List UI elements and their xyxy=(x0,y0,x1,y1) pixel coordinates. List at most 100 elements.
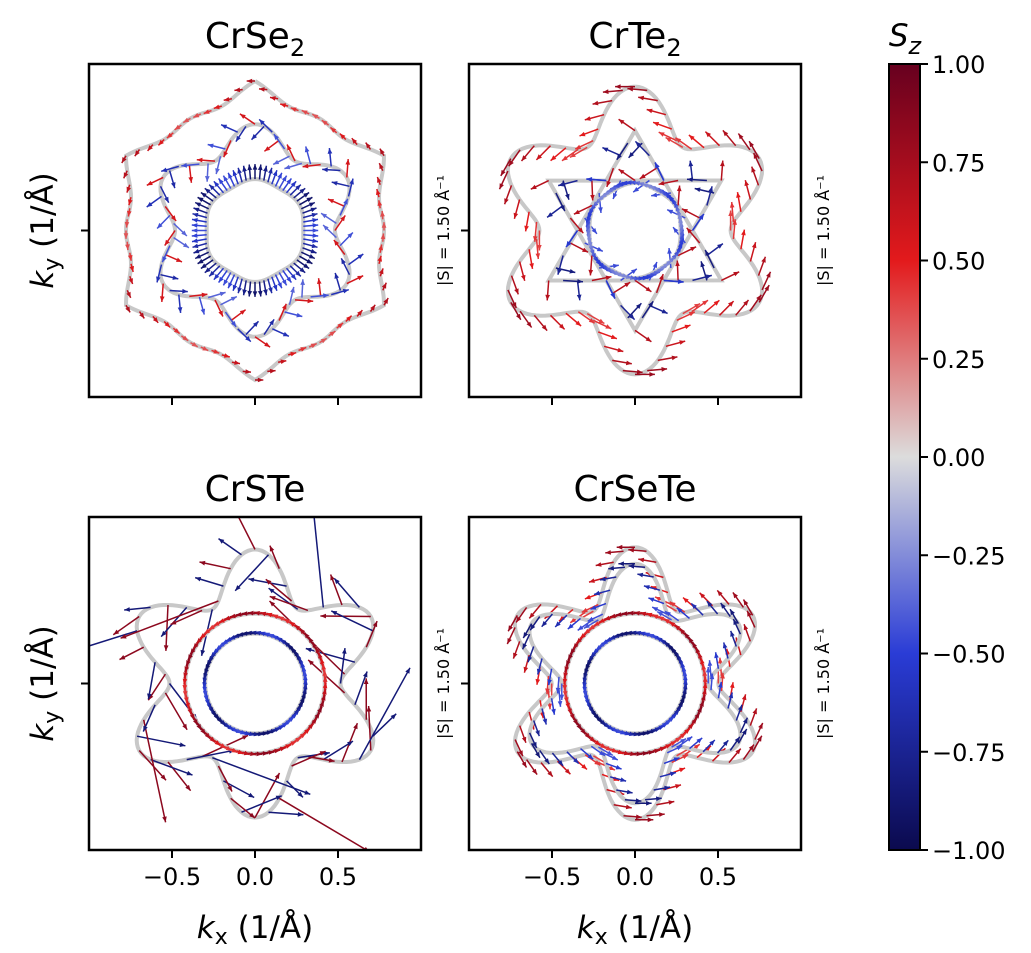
spin-arrowhead xyxy=(663,263,670,269)
spin-arrowhead xyxy=(268,287,273,294)
spin-arrowhead xyxy=(722,642,728,649)
spin-arrowhead xyxy=(605,324,612,329)
spin-arrowhead xyxy=(190,648,196,655)
spin-arrowhead xyxy=(679,340,686,345)
spin-arrowhead xyxy=(187,708,192,715)
spin-arrowhead xyxy=(532,741,537,748)
spin-arrowhead xyxy=(259,87,265,92)
spin-arrowhead xyxy=(513,212,519,219)
fermi-contour xyxy=(545,126,725,335)
spin-arrowhead xyxy=(308,254,315,259)
scale-label: |S| = 1.50 Å⁻¹ xyxy=(814,628,833,739)
spin-arrowhead xyxy=(533,236,538,242)
spin-arrowhead xyxy=(242,165,247,172)
spin-arrowhead xyxy=(604,615,611,621)
spin-arrowhead xyxy=(722,130,729,137)
spin-arrowhead xyxy=(562,685,568,691)
spin-arrowhead xyxy=(676,705,682,712)
spin-arrowhead xyxy=(221,124,228,130)
panel-title: CrSe2 xyxy=(205,16,305,62)
spin-arrowhead xyxy=(379,163,384,170)
plot-area xyxy=(498,84,772,377)
spin-arrowhead xyxy=(694,712,700,719)
spin-arrowhead xyxy=(286,276,292,283)
spin-arrowhead xyxy=(756,294,762,301)
spin-arrowhead xyxy=(186,660,191,666)
spin-arrowhead xyxy=(570,648,576,655)
spin-arrowhead xyxy=(357,310,363,316)
spin-arrowhead xyxy=(693,744,700,750)
spin-arrowhead xyxy=(192,243,199,249)
spin-arrowhead xyxy=(508,625,513,632)
spin-arrowhead xyxy=(227,785,232,792)
spin-arrowhead xyxy=(251,134,257,140)
spin-arrowhead xyxy=(218,538,225,544)
spin-arrowhead xyxy=(722,740,729,746)
spin-arrowhead xyxy=(320,613,326,619)
contour-hexagram xyxy=(530,118,740,343)
spin-arrowhead xyxy=(730,630,735,637)
spin-arrowhead xyxy=(200,728,206,735)
spin-arrowhead xyxy=(743,599,749,606)
x-tick-label: 0.5 xyxy=(319,863,357,891)
spin-arrowhead xyxy=(235,585,241,591)
spin-arrowhead xyxy=(595,259,601,266)
spin-arrowhead xyxy=(536,668,542,675)
spin-arrowhead xyxy=(573,643,579,649)
spin-arrowhead xyxy=(602,147,609,152)
spin-arrowhead xyxy=(204,267,211,273)
spin-arrowhead xyxy=(702,670,708,676)
spin-arrowhead xyxy=(390,713,397,720)
spin-arrowhead xyxy=(607,725,614,731)
spin-arrowhead xyxy=(642,751,649,756)
spin-arrowhead xyxy=(680,733,686,739)
spin-arrowhead xyxy=(500,169,506,176)
spin-arrowhead xyxy=(753,153,759,159)
spin-arrowhead xyxy=(522,643,527,650)
spin-arrowhead xyxy=(547,703,552,710)
spin-arrowhead xyxy=(127,210,132,217)
spin-arrowhead xyxy=(235,135,241,142)
spin-arrowhead xyxy=(577,279,583,284)
spin-arrowhead xyxy=(120,634,127,639)
spin-arrowhead xyxy=(125,244,130,250)
spin-arrowhead xyxy=(513,652,518,659)
spin-arrowhead xyxy=(218,618,225,623)
spin-arrowhead xyxy=(573,758,579,764)
spin-arrowhead xyxy=(257,377,264,383)
spin-arrowhead xyxy=(202,677,208,684)
spin-arrowhead xyxy=(286,178,292,185)
spin-arrowhead xyxy=(718,657,723,664)
spin-arrowhead xyxy=(266,612,273,618)
spin-arrowhead xyxy=(638,557,645,563)
spin-arrowhead xyxy=(303,192,310,198)
spin-arrowhead xyxy=(331,610,338,616)
spin-arrowhead xyxy=(576,724,582,730)
spin-arrowhead xyxy=(720,672,725,679)
spin-arrowhead xyxy=(636,751,643,757)
spin-arrowhead xyxy=(682,683,688,690)
spin-arrowhead xyxy=(285,744,292,749)
spin-arrowhead xyxy=(319,751,326,756)
spin-arrowhead xyxy=(654,186,661,192)
spin-arrowhead xyxy=(640,611,647,617)
spin-arrowhead xyxy=(284,618,290,624)
spin-arrowhead xyxy=(600,743,606,749)
spin-arrowhead xyxy=(555,621,561,627)
spin-arrowhead xyxy=(220,743,226,749)
scale-label: |S| = 1.50 Å⁻¹ xyxy=(434,175,453,286)
spin-arrowhead xyxy=(598,262,604,269)
spin-arrowhead xyxy=(312,228,319,233)
spin-arrowhead xyxy=(657,611,664,617)
spin-arrowhead xyxy=(595,198,601,204)
spin-arrowhead xyxy=(617,347,624,353)
colorbar-label: Sz xyxy=(889,18,923,60)
spin-arrowhead xyxy=(593,714,599,720)
spin-arrowhead xyxy=(629,731,635,736)
spin-arrowhead xyxy=(345,159,351,165)
spin-arrowhead xyxy=(679,767,686,773)
contour-hexagon xyxy=(121,78,389,383)
spin-arrowhead xyxy=(174,124,181,130)
spin-arrowhead xyxy=(213,104,220,110)
spin-arrowhead xyxy=(300,347,307,352)
